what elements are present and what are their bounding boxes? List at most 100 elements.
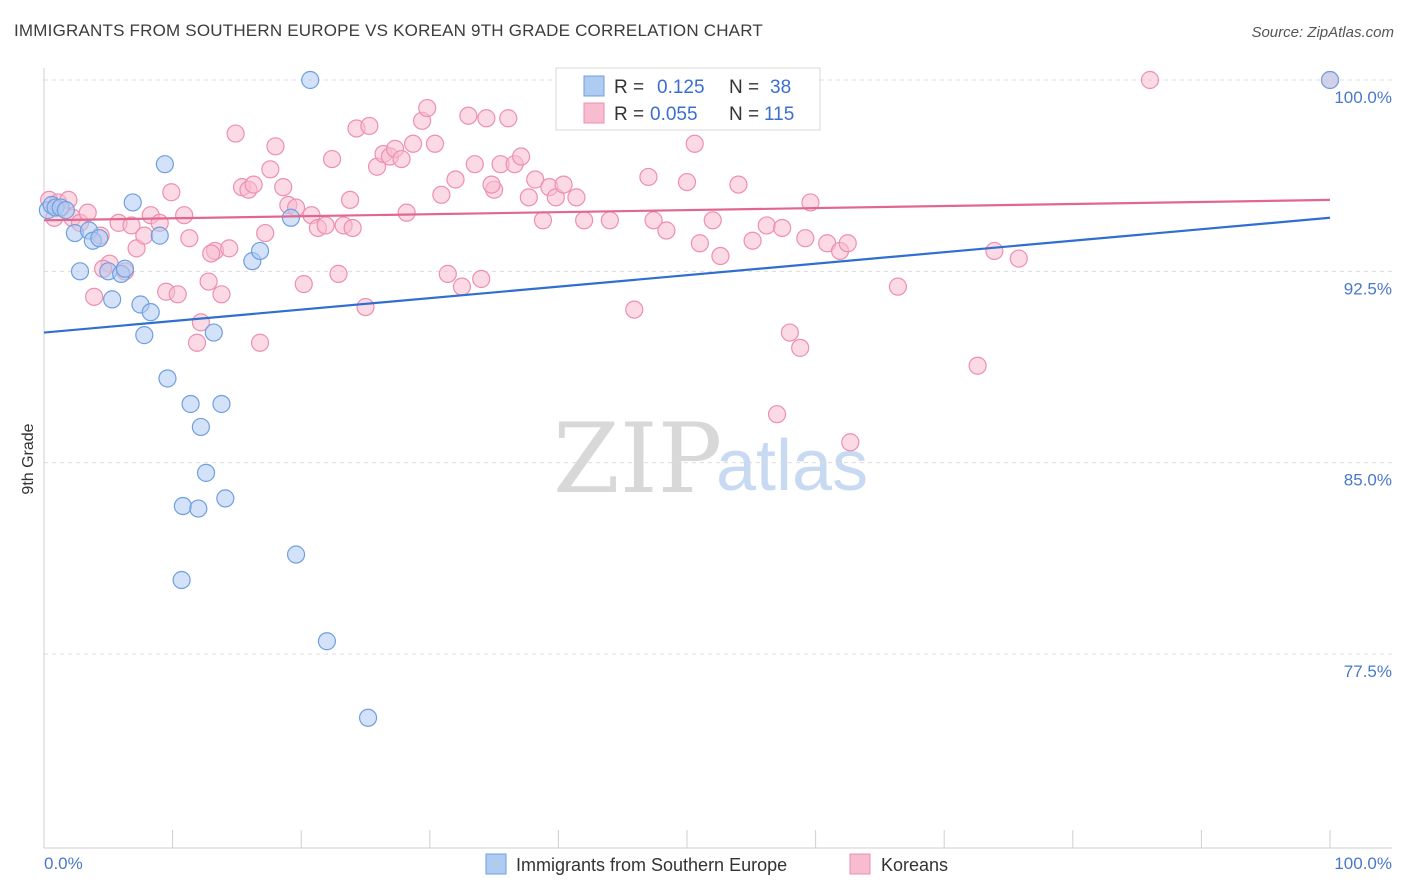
korean-point bbox=[135, 226, 154, 245]
y-tick-label: 85.0% bbox=[1344, 471, 1392, 490]
source-credit: Source: ZipAtlas.com bbox=[1251, 24, 1394, 41]
southern-europe-point bbox=[250, 241, 270, 261]
southern-europe-point bbox=[158, 369, 177, 388]
korean-point bbox=[519, 188, 538, 207]
korean-point bbox=[403, 134, 423, 153]
korean-point bbox=[220, 239, 239, 258]
korean-point bbox=[773, 218, 792, 238]
southern-europe-point bbox=[286, 545, 306, 564]
korean-point bbox=[244, 175, 263, 194]
korean-point bbox=[250, 333, 270, 352]
southern-europe-point bbox=[56, 201, 75, 220]
korean-point bbox=[841, 433, 860, 452]
korean-point bbox=[657, 221, 676, 240]
series-legend: Immigrants from Southern Europe Koreans bbox=[485, 853, 948, 875]
korean-point bbox=[838, 234, 857, 253]
korean-point bbox=[446, 170, 465, 189]
korean-point bbox=[459, 106, 478, 125]
gridlines bbox=[44, 79, 1392, 655]
legend-n-value-pink: 115 bbox=[764, 104, 794, 125]
korean-point bbox=[356, 297, 375, 317]
korean-point bbox=[465, 155, 484, 174]
southern-europe-point bbox=[358, 708, 378, 727]
southern-europe-point bbox=[216, 489, 235, 508]
korean-point bbox=[512, 147, 531, 166]
korean-point bbox=[533, 211, 553, 230]
korean-point bbox=[175, 206, 194, 225]
korean-point bbox=[477, 109, 496, 128]
legend-swatch-blue bbox=[583, 75, 605, 97]
korean-point bbox=[600, 211, 619, 230]
southern-europe-point bbox=[141, 303, 160, 322]
korean-point bbox=[526, 170, 545, 189]
korean-point bbox=[322, 149, 342, 169]
korean-point bbox=[985, 241, 1004, 261]
korean-point bbox=[212, 285, 231, 304]
korean-point bbox=[452, 277, 472, 296]
korean-point bbox=[780, 323, 799, 342]
korean-point bbox=[554, 175, 573, 194]
southern-europe-point bbox=[123, 193, 142, 212]
korean-point bbox=[968, 356, 987, 375]
southern-europe-point bbox=[155, 155, 174, 174]
y-axis-title: 9th Grade bbox=[20, 423, 37, 494]
southern-europe-point bbox=[172, 570, 191, 590]
korean-point bbox=[757, 216, 776, 235]
correlation-legend: R = 0.125 N = 38 R = 0.055 N = 115 bbox=[555, 67, 821, 131]
korean-point bbox=[639, 167, 658, 187]
korean-point bbox=[432, 185, 451, 204]
korean-point bbox=[226, 124, 245, 143]
southern-europe-point bbox=[173, 496, 192, 516]
bottom-legend-swatch-blue bbox=[485, 853, 507, 875]
korean-point bbox=[316, 216, 335, 235]
korean-point bbox=[711, 246, 730, 266]
legend-n-value-blue: 38 bbox=[770, 77, 791, 98]
legend-r-label-pink: R = bbox=[614, 104, 644, 125]
korean-point bbox=[1009, 249, 1028, 268]
korean-point bbox=[266, 137, 285, 156]
southern-europe-point bbox=[135, 326, 154, 345]
legend-r-value-blue: 0.125 bbox=[657, 77, 705, 98]
korean-point bbox=[187, 333, 207, 352]
legend-swatch-pink bbox=[583, 102, 605, 124]
korean-point bbox=[729, 175, 748, 194]
korean-point bbox=[360, 116, 379, 136]
southern-europe-point bbox=[70, 262, 90, 281]
trend-line-southern-europe bbox=[43, 216, 1331, 334]
x-tick-label-min: 0.0% bbox=[44, 854, 83, 873]
korean-point bbox=[644, 211, 663, 230]
southern-europe-point bbox=[317, 632, 337, 651]
korean-point bbox=[482, 175, 501, 194]
korean-point bbox=[690, 234, 709, 253]
legend-r-label-blue: R = bbox=[614, 77, 644, 98]
korean-point bbox=[199, 272, 218, 291]
y-tick-label: 92.5% bbox=[1344, 279, 1392, 298]
korean-point bbox=[677, 172, 697, 192]
korean-point bbox=[340, 190, 360, 210]
korean-point bbox=[801, 193, 820, 212]
southern-europe-point bbox=[204, 323, 223, 342]
korean-point bbox=[78, 203, 97, 222]
southern-europe-point bbox=[301, 70, 320, 90]
korean-point bbox=[180, 229, 199, 248]
y-tick-label: 77.5% bbox=[1344, 662, 1392, 681]
southern-europe-point bbox=[90, 229, 109, 248]
legend-n-label-blue: N = bbox=[729, 77, 759, 98]
southern-europe-point bbox=[181, 394, 200, 414]
bottom-legend-label-blue: Immigrants from Southern Europe bbox=[516, 855, 787, 875]
korean-point bbox=[202, 244, 221, 263]
korean-point bbox=[625, 300, 644, 319]
korean-point bbox=[274, 178, 293, 197]
southern-europe-point bbox=[1320, 70, 1340, 90]
korean-point bbox=[418, 98, 437, 118]
southern-europe-point bbox=[189, 499, 208, 518]
korean-point bbox=[743, 231, 762, 250]
korean-point bbox=[343, 218, 362, 238]
korean-point bbox=[168, 285, 187, 304]
bottom-legend-label-pink: Koreans bbox=[881, 855, 948, 875]
korean-point bbox=[796, 229, 815, 248]
korean-point bbox=[256, 223, 275, 243]
southern-europe-point bbox=[115, 259, 135, 278]
korean-point bbox=[1140, 70, 1160, 90]
